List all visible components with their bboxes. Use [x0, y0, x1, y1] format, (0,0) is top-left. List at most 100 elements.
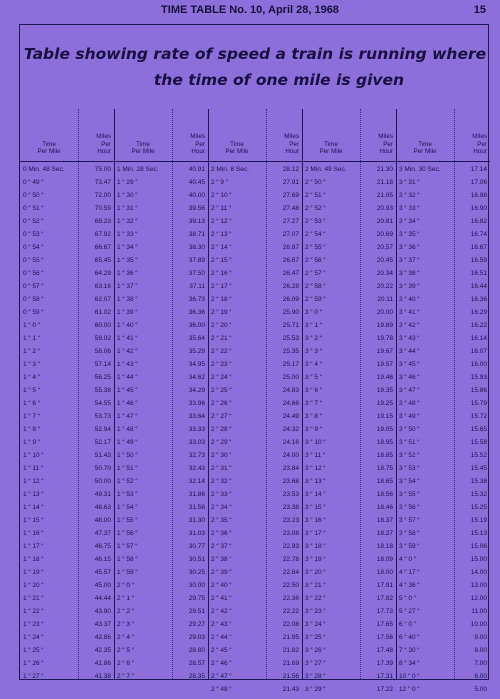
miles-per-hour-cell: 21.30 — [376, 166, 393, 173]
miles-per-hour-cell: 21.56 — [282, 673, 299, 680]
miles-per-hour-cell: 34.62 — [188, 374, 205, 381]
time-per-mile-cell: 2 “ 12 “ — [211, 218, 232, 225]
time-per-mile-cell: 3 “ 1 “ — [305, 322, 322, 329]
miles-per-hour-cell: 42.86 — [94, 634, 111, 641]
time-per-mile-cell: 0 “ 58 “ — [23, 296, 44, 303]
miles-per-hour-cell: 48.00 — [94, 517, 111, 524]
miles-per-hour-cell: 21.95 — [282, 634, 299, 641]
time-per-mile-cell: 2 “ 48 “ — [211, 686, 232, 693]
miles-per-hour-cell: 16.00 — [470, 361, 487, 368]
miles-per-hour-cell: 38.30 — [188, 244, 205, 251]
table-row: 0 “ 55 “ 65.45 1 “ 35 “ 37.89 2 “ 15 “ 26.67 2… — [20, 253, 490, 270]
time-per-mile-cell: 2 “ 31 “ — [211, 465, 232, 472]
time-per-mile-cell: 1 “ 53 “ — [117, 491, 138, 498]
miles-per-hour-cell: 25.35 — [282, 348, 299, 355]
time-per-mile-cell: 1 “ 7 “ — [23, 413, 40, 420]
miles-per-hour-cell: 26.28 — [282, 283, 299, 290]
table-row: 1 “ 4 “ 56.25 1 “ 44 “ 34.62 2 “ 24 “ 25.00 3 … — [20, 370, 490, 387]
miles-per-hour-cell: 20.00 — [376, 309, 393, 316]
miles-per-hour-cell: 37.89 — [188, 257, 205, 264]
time-per-mile-cell: 1 “ 37 “ — [117, 283, 138, 290]
time-per-mile-header: Time Per Mile — [302, 109, 360, 161]
miles-per-hour-cell: 33.33 — [188, 426, 205, 433]
time-per-mile-cell: 2 “ 45 “ — [211, 647, 232, 654]
time-per-mile-cell: 3 “ 8 “ — [305, 413, 322, 420]
time-per-mile-cell: 4 “ 0 “ — [399, 556, 416, 563]
miles-per-hour-cell: 22.78 — [282, 556, 299, 563]
time-per-mile-cell: 10 “ 0 “ — [399, 673, 420, 680]
miles-per-hour-cell: 27.69 — [282, 192, 299, 199]
time-per-mile-cell: 1 “ 29 “ — [117, 179, 138, 186]
table-title-line2-text: the time of one mile is given — [153, 71, 405, 89]
miles-per-hour-cell: 20.57 — [376, 244, 393, 251]
miles-per-hour-cell: 29.27 — [188, 621, 205, 628]
header-line: Time — [324, 140, 338, 148]
header-line: Time — [418, 140, 432, 148]
table-row: 1 “ 14 “ 48.63 1 “ 54 “ 31.58 2 “ 34 “ 23.38 3… — [20, 500, 490, 517]
miles-per-hour-cell: 9.00 — [474, 634, 487, 641]
time-per-mile-cell: 1 “ 58 “ — [117, 556, 138, 563]
miles-per-hour-cell: 27.27 — [282, 218, 299, 225]
miles-per-hour-cell: 23.84 — [282, 465, 299, 472]
miles-per-hour-cell: 25.00 — [282, 374, 299, 381]
time-per-mile-cell: 3 “ 7 “ — [305, 400, 322, 407]
miles-per-hour-cell: 15.38 — [470, 478, 487, 485]
time-per-mile-cell: 3 “ 32 “ — [399, 192, 420, 199]
table-row: 0 “ 57 “ 63.16 1 “ 37 “ 37.11 2 “ 17 “ 26.28 2… — [20, 279, 490, 296]
time-per-mile-cell: 3 “ 9 “ — [305, 426, 322, 433]
time-per-mile-cell: 1 “ 54 “ — [117, 504, 138, 511]
time-per-mile-cell: 3 “ 48 “ — [399, 400, 420, 407]
miles-per-hour-cell: 33.64 — [188, 413, 205, 420]
miles-per-hour-cell: 38.71 — [188, 231, 205, 238]
time-per-mile-cell: 2 “ 35 “ — [211, 517, 232, 524]
time-per-mile-cell: 2 “ 15 “ — [211, 257, 232, 264]
time-per-mile-cell: 2 “ 58 “ — [305, 283, 326, 290]
miles-per-hour-cell: 20.69 — [376, 231, 393, 238]
miles-per-hour-cell: 43.90 — [94, 608, 111, 615]
miles-per-hour-cell: 66.67 — [94, 244, 111, 251]
miles-per-hour-cell: 47.37 — [94, 530, 111, 537]
miles-per-hour-cell: 25.90 — [282, 309, 299, 316]
header-line: Time — [42, 140, 56, 148]
time-per-mile-cell: 3 “ 10 “ — [305, 439, 326, 446]
miles-per-hour-cell: 20.34 — [376, 270, 393, 277]
time-per-mile-cell: 3 “ 40 “ — [399, 296, 420, 303]
miles-per-hour-cell: 24.00 — [282, 452, 299, 459]
miles-per-hour-cell: 64.29 — [94, 270, 111, 277]
table-row: 0 “ 51 “ 70.59 1 “ 31 “ 39.56 2 “ 11 “ 27.48 2… — [20, 201, 490, 218]
time-per-mile-cell: 3 “ 59 “ — [399, 543, 420, 550]
time-per-mile-cell: 3 “ 25 “ — [305, 634, 326, 641]
time-per-mile-cell: 1 “ 24 “ — [23, 634, 44, 641]
miles-per-hour-cell: 25.17 — [282, 361, 299, 368]
miles-per-hour-cell: 35.64 — [188, 335, 205, 342]
time-per-mile-cell: 3 “ 19 “ — [305, 556, 326, 563]
header-line: Per — [383, 140, 393, 148]
miles-per-hour-cell: 18.56 — [376, 491, 393, 498]
miles-per-hour-cell: 19.67 — [376, 348, 393, 355]
table-row: 1 “ 12 “ 50.00 1 “ 52 “ 32.14 2 “ 32 “ 23.68 3… — [20, 474, 490, 491]
header-line: Per — [477, 140, 487, 148]
miles-per-hour-cell: 5.00 — [474, 686, 487, 693]
time-per-mile-cell: 2 “ 30 “ — [211, 452, 232, 459]
time-per-mile-cell: 1 “ 21 “ — [23, 595, 44, 602]
miles-per-hour-cell: 17.82 — [376, 595, 393, 602]
time-per-mile-cell: 1 “ 15 “ — [23, 517, 44, 524]
time-per-mile-cell: 6 “ 0 “ — [399, 621, 416, 628]
time-per-mile-cell: 3 “ 13 “ — [305, 478, 326, 485]
header-line: Miles — [96, 133, 111, 141]
miles-per-hour-cell: 70.59 — [94, 205, 111, 212]
miles-per-hour-cell: 16.98 — [470, 192, 487, 199]
miles-per-hour-cell: 24.32 — [282, 426, 299, 433]
miles-per-hour-cell: 16.59 — [470, 257, 487, 264]
time-per-mile-cell: 3 “ 22 “ — [305, 595, 326, 602]
time-per-mile-cell: 2 “ 38 “ — [211, 556, 232, 563]
miles-per-hour-cell: 15.19 — [470, 517, 487, 524]
miles-per-hour-cell: 28.80 — [188, 647, 205, 654]
miles-per-hour-cell: 19.05 — [376, 426, 393, 433]
table-row: 0 Min. 48 Sec. 75.00 1 Min. 28 Sec. 40.91 2 … — [20, 162, 490, 179]
miles-per-hour-cell: 7.00 — [474, 660, 487, 667]
table-row: 1 “ 27 “ 41.38 2 “ 7 “ 28.35 2 “ 47 “ 21.56 3 … — [20, 669, 490, 686]
time-per-mile-cell: 2 “ 59 “ — [305, 296, 326, 303]
time-per-mile-cell: 2 “ 9 “ — [211, 179, 228, 186]
time-per-mile-cell: 0 “ 57 “ — [23, 283, 44, 290]
